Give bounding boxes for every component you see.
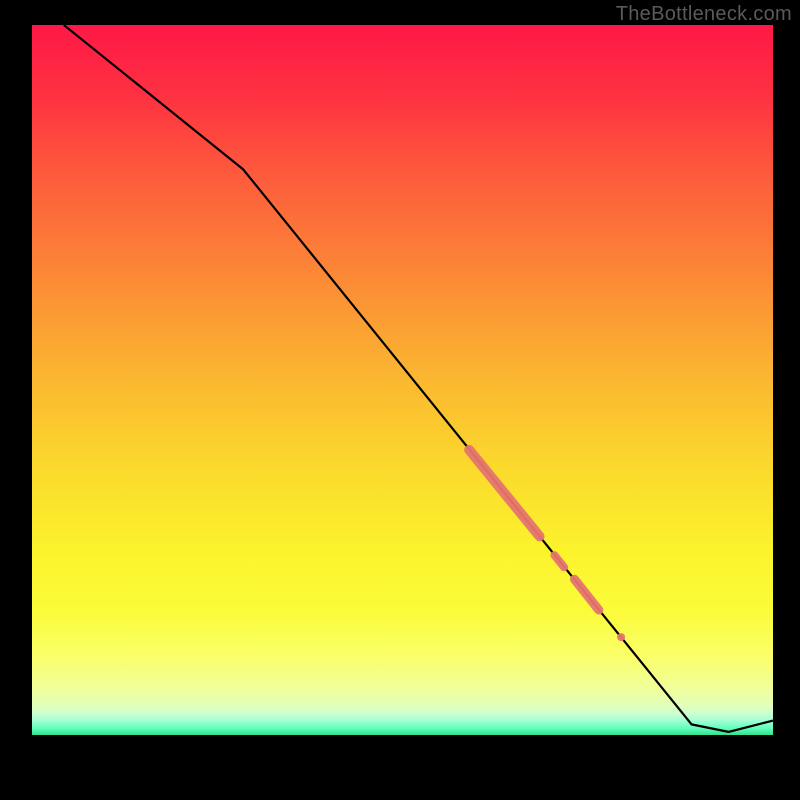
chart-svg bbox=[32, 25, 773, 777]
watermark-text: TheBottleneck.com bbox=[616, 3, 792, 26]
chart-plot-area bbox=[32, 25, 773, 777]
marker-dot bbox=[617, 633, 625, 641]
gradient-background bbox=[32, 25, 773, 777]
